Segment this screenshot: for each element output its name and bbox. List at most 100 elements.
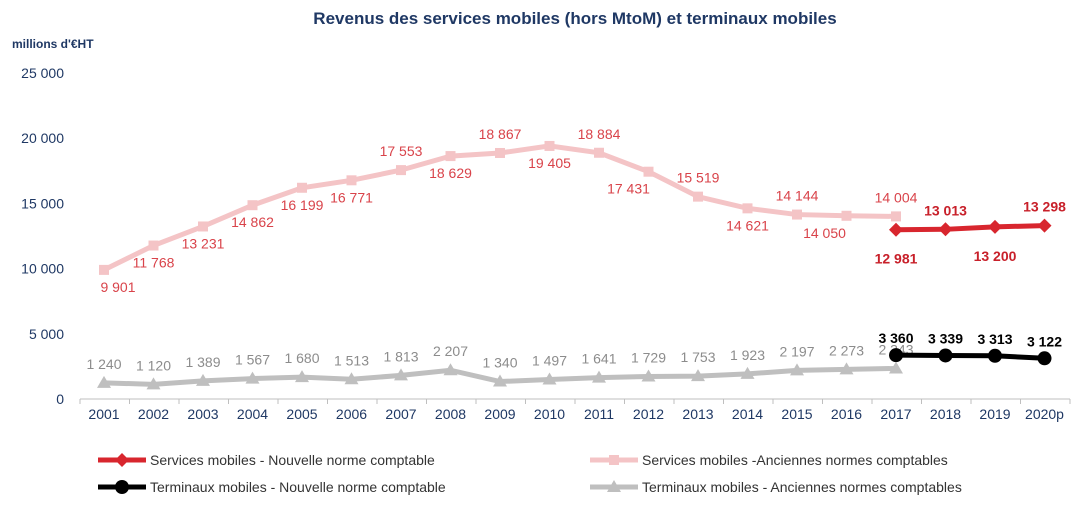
series-line — [895, 223, 1045, 233]
x-tick-label: 2019 — [979, 406, 1010, 422]
data-label: 1 389 — [185, 354, 220, 370]
x-tick-label: 2018 — [930, 406, 961, 422]
data-point — [148, 240, 159, 251]
data-label: 19 405 — [528, 155, 571, 171]
series-0: 9 901 11 768 13 231 14 862 16 199 16 771 17 55… — [99, 126, 918, 295]
data-point — [889, 361, 903, 374]
data-label: 18 629 — [429, 165, 472, 181]
data-point — [396, 165, 406, 176]
data-label: 1 923 — [730, 347, 765, 363]
data-label: 13 298 — [1023, 199, 1066, 215]
data-point — [641, 369, 656, 382]
y-tick-label: 20 000 — [21, 130, 64, 146]
data-point — [790, 363, 804, 376]
data-label: 13 013 — [924, 202, 967, 218]
x-tick-label: 2004 — [237, 406, 268, 422]
data-point — [792, 209, 802, 220]
data-point — [889, 222, 903, 237]
series-line — [895, 352, 1045, 361]
data-label: 1 497 — [532, 352, 567, 368]
legend-item: Services mobiles - Nouvelle norme compta… — [98, 452, 435, 468]
data-label: 17 431 — [607, 181, 650, 197]
data-label: 1 240 — [86, 356, 121, 372]
x-tick-label: 2002 — [138, 406, 169, 422]
data-label: 13 200 — [974, 248, 1017, 264]
data-label: 18 867 — [479, 126, 522, 142]
data-label: 1 513 — [334, 352, 369, 368]
legend-item: Terminaux mobiles - Anciennes normes com… — [590, 479, 962, 495]
data-label: 3 122 — [1027, 333, 1062, 349]
data-label: 17 553 — [380, 143, 423, 159]
data-point — [295, 370, 309, 383]
data-label: 16 771 — [330, 189, 373, 205]
data-label: 14 621 — [726, 217, 769, 233]
x-tick-label: 2003 — [187, 406, 218, 422]
x-tick-label: 2008 — [435, 406, 466, 422]
data-label: 1 813 — [383, 348, 418, 364]
data-label: 3 313 — [977, 331, 1012, 347]
x-tick-label: 2011 — [584, 406, 614, 422]
y-tick-label: 15 000 — [21, 195, 64, 211]
legend-label: Terminaux mobiles - Anciennes normes com… — [642, 479, 962, 495]
data-point — [344, 372, 359, 385]
x-tick-label: 2001 — [88, 406, 119, 422]
data-label: 14 862 — [231, 214, 274, 230]
data-label: 1 729 — [631, 349, 666, 365]
data-point — [841, 210, 852, 221]
data-point — [592, 370, 606, 383]
y-tick-label: 10 000 — [21, 261, 64, 277]
data-point — [1037, 218, 1052, 233]
data-label: 1 120 — [136, 357, 171, 373]
data-label: 2 273 — [829, 342, 864, 358]
data-label: 14 144 — [776, 188, 819, 204]
data-point — [891, 211, 901, 222]
y-axis-label: millions d'€HT — [12, 37, 94, 51]
data-point — [544, 140, 555, 151]
data-label: 14 050 — [803, 225, 846, 241]
data-label: 14 004 — [875, 189, 918, 205]
data-point — [643, 166, 654, 177]
chart-title: Revenus des services mobiles (hors MtoM)… — [313, 9, 836, 28]
data-label: 1 567 — [235, 352, 270, 368]
data-point — [988, 348, 1002, 363]
data-point — [938, 348, 953, 363]
data-point — [247, 200, 258, 211]
x-tick-label: 2005 — [286, 406, 317, 422]
data-point — [691, 369, 705, 382]
data-label: 9 901 — [100, 279, 135, 295]
data-point — [443, 363, 458, 376]
x-tick-label: 2015 — [781, 406, 812, 422]
legend-item: Terminaux mobiles - Nouvelle norme compt… — [98, 479, 446, 495]
data-point — [493, 374, 507, 387]
data-point — [245, 371, 260, 384]
data-point — [839, 362, 854, 375]
data-point — [495, 147, 505, 158]
series-2: 1 240 1 120 1 389 1 567 1 680 1 513 1 813 2 207… — [86, 341, 914, 390]
data-point — [609, 455, 619, 465]
series-1: 12 981 13 013 13 200 13 298 — [875, 199, 1067, 267]
data-point — [988, 219, 1002, 234]
y-tick-label: 5 000 — [29, 326, 64, 342]
data-label: 3 360 — [878, 330, 913, 346]
data-label: 15 519 — [677, 170, 720, 186]
data-point — [115, 480, 129, 494]
data-label: 1 753 — [680, 349, 715, 365]
y-tick-label: 0 — [56, 391, 64, 407]
data-point — [938, 222, 953, 237]
data-label: 1 680 — [284, 350, 319, 366]
x-tick-label: 2017 — [880, 406, 911, 422]
data-point — [542, 372, 557, 385]
data-label: 18 884 — [578, 126, 621, 142]
data-label: 12 981 — [875, 251, 918, 267]
data-label: 1 641 — [581, 351, 616, 367]
data-label: 16 199 — [281, 197, 324, 213]
data-point — [394, 368, 408, 381]
x-tick-label: 2013 — [682, 406, 713, 422]
data-label: 2 197 — [779, 343, 814, 359]
y-tick-label: 25 000 — [21, 65, 64, 81]
data-point — [196, 373, 210, 386]
x-tick-label: 2006 — [336, 406, 367, 422]
x-tick-label: 2007 — [385, 406, 416, 422]
data-point — [889, 348, 903, 363]
